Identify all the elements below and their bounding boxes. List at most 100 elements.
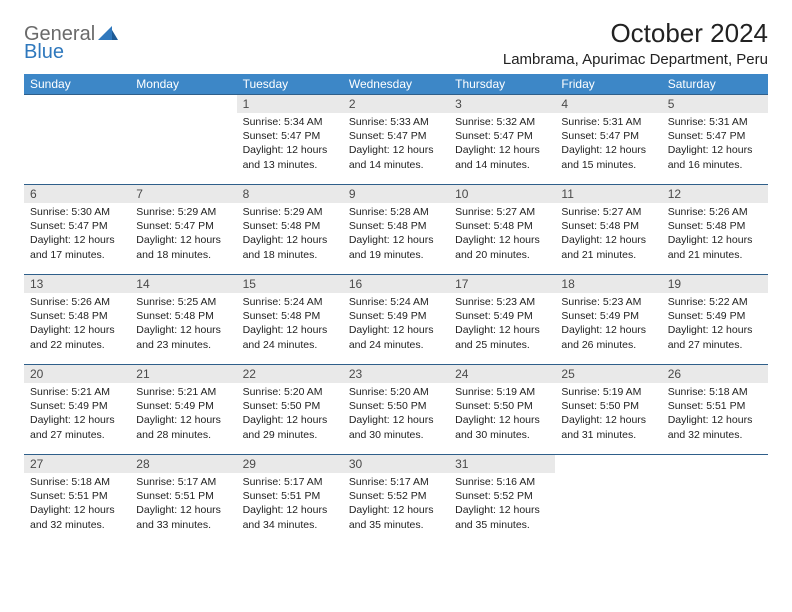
day-number: 28 bbox=[130, 455, 236, 473]
calendar-cell: 22Sunrise: 5:20 AMSunset: 5:50 PMDayligh… bbox=[237, 365, 343, 455]
sunrise-text: Sunrise: 5:17 AM bbox=[243, 475, 337, 489]
sunset-text: Sunset: 5:47 PM bbox=[668, 129, 762, 143]
sunrise-text: Sunrise: 5:26 AM bbox=[30, 295, 124, 309]
daylight-text: and 29 minutes. bbox=[243, 428, 337, 442]
sunset-text: Sunset: 5:51 PM bbox=[136, 489, 230, 503]
day-details: Sunrise: 5:18 AMSunset: 5:51 PMDaylight:… bbox=[24, 473, 130, 536]
sunset-text: Sunset: 5:50 PM bbox=[349, 399, 443, 413]
calendar-week-row: 6Sunrise: 5:30 AMSunset: 5:47 PMDaylight… bbox=[24, 185, 768, 275]
daylight-text: and 28 minutes. bbox=[136, 428, 230, 442]
day-details: Sunrise: 5:17 AMSunset: 5:51 PMDaylight:… bbox=[130, 473, 236, 536]
day-header-row: Sunday Monday Tuesday Wednesday Thursday… bbox=[24, 74, 768, 95]
daylight-text: Daylight: 12 hours bbox=[243, 143, 337, 157]
day-details: Sunrise: 5:27 AMSunset: 5:48 PMDaylight:… bbox=[449, 203, 555, 266]
sunrise-text: Sunrise: 5:19 AM bbox=[455, 385, 549, 399]
day-details: Sunrise: 5:19 AMSunset: 5:50 PMDaylight:… bbox=[449, 383, 555, 446]
calendar-cell: 16Sunrise: 5:24 AMSunset: 5:49 PMDayligh… bbox=[343, 275, 449, 365]
sunrise-text: Sunrise: 5:27 AM bbox=[455, 205, 549, 219]
calendar-cell: 1Sunrise: 5:34 AMSunset: 5:47 PMDaylight… bbox=[237, 95, 343, 185]
sunrise-text: Sunrise: 5:16 AM bbox=[455, 475, 549, 489]
sunset-text: Sunset: 5:47 PM bbox=[561, 129, 655, 143]
daylight-text: Daylight: 12 hours bbox=[668, 233, 762, 247]
logo-mark-icon bbox=[98, 24, 118, 44]
sunset-text: Sunset: 5:50 PM bbox=[455, 399, 549, 413]
sunset-text: Sunset: 5:48 PM bbox=[243, 309, 337, 323]
daylight-text: Daylight: 12 hours bbox=[455, 503, 549, 517]
daylight-text: and 23 minutes. bbox=[136, 338, 230, 352]
sunrise-text: Sunrise: 5:31 AM bbox=[561, 115, 655, 129]
sunset-text: Sunset: 5:48 PM bbox=[136, 309, 230, 323]
sunrise-text: Sunrise: 5:25 AM bbox=[136, 295, 230, 309]
sunset-text: Sunset: 5:48 PM bbox=[455, 219, 549, 233]
calendar-cell: 28Sunrise: 5:17 AMSunset: 5:51 PMDayligh… bbox=[130, 455, 236, 545]
day-details: Sunrise: 5:33 AMSunset: 5:47 PMDaylight:… bbox=[343, 113, 449, 176]
day-header: Friday bbox=[555, 74, 661, 95]
daylight-text: and 27 minutes. bbox=[30, 428, 124, 442]
day-number: 21 bbox=[130, 365, 236, 383]
calendar-cell: 14Sunrise: 5:25 AMSunset: 5:48 PMDayligh… bbox=[130, 275, 236, 365]
day-number: 12 bbox=[662, 185, 768, 203]
day-number: 19 bbox=[662, 275, 768, 293]
sunrise-text: Sunrise: 5:22 AM bbox=[668, 295, 762, 309]
daylight-text: Daylight: 12 hours bbox=[668, 323, 762, 337]
daylight-text: and 22 minutes. bbox=[30, 338, 124, 352]
calendar-cell: 30Sunrise: 5:17 AMSunset: 5:52 PMDayligh… bbox=[343, 455, 449, 545]
day-number: 9 bbox=[343, 185, 449, 203]
sunset-text: Sunset: 5:48 PM bbox=[243, 219, 337, 233]
calendar-cell: 18Sunrise: 5:23 AMSunset: 5:49 PMDayligh… bbox=[555, 275, 661, 365]
daylight-text: Daylight: 12 hours bbox=[349, 323, 443, 337]
day-header: Monday bbox=[130, 74, 236, 95]
day-number: 6 bbox=[24, 185, 130, 203]
day-details: Sunrise: 5:31 AMSunset: 5:47 PMDaylight:… bbox=[555, 113, 661, 176]
day-number: 5 bbox=[662, 95, 768, 113]
daylight-text: and 18 minutes. bbox=[243, 248, 337, 262]
daylight-text: Daylight: 12 hours bbox=[136, 413, 230, 427]
day-details: Sunrise: 5:24 AMSunset: 5:49 PMDaylight:… bbox=[343, 293, 449, 356]
day-header: Wednesday bbox=[343, 74, 449, 95]
day-details: Sunrise: 5:16 AMSunset: 5:52 PMDaylight:… bbox=[449, 473, 555, 536]
daylight-text: and 14 minutes. bbox=[455, 158, 549, 172]
day-header: Tuesday bbox=[237, 74, 343, 95]
calendar-cell: 21Sunrise: 5:21 AMSunset: 5:49 PMDayligh… bbox=[130, 365, 236, 455]
daylight-text: Daylight: 12 hours bbox=[349, 233, 443, 247]
sunrise-text: Sunrise: 5:19 AM bbox=[561, 385, 655, 399]
daylight-text: Daylight: 12 hours bbox=[455, 143, 549, 157]
sunset-text: Sunset: 5:49 PM bbox=[136, 399, 230, 413]
day-number: 17 bbox=[449, 275, 555, 293]
day-details: Sunrise: 5:31 AMSunset: 5:47 PMDaylight:… bbox=[662, 113, 768, 176]
daylight-text: and 24 minutes. bbox=[243, 338, 337, 352]
day-details: Sunrise: 5:34 AMSunset: 5:47 PMDaylight:… bbox=[237, 113, 343, 176]
daylight-text: Daylight: 12 hours bbox=[136, 323, 230, 337]
daylight-text: and 13 minutes. bbox=[243, 158, 337, 172]
calendar-table: Sunday Monday Tuesday Wednesday Thursday… bbox=[24, 74, 768, 545]
calendar-cell: 8Sunrise: 5:29 AMSunset: 5:48 PMDaylight… bbox=[237, 185, 343, 275]
daylight-text: and 34 minutes. bbox=[243, 518, 337, 532]
daylight-text: and 32 minutes. bbox=[668, 428, 762, 442]
day-number: 15 bbox=[237, 275, 343, 293]
day-details: Sunrise: 5:26 AMSunset: 5:48 PMDaylight:… bbox=[662, 203, 768, 266]
calendar-cell: 4Sunrise: 5:31 AMSunset: 5:47 PMDaylight… bbox=[555, 95, 661, 185]
sunrise-text: Sunrise: 5:17 AM bbox=[349, 475, 443, 489]
sunset-text: Sunset: 5:48 PM bbox=[349, 219, 443, 233]
sunset-text: Sunset: 5:48 PM bbox=[668, 219, 762, 233]
daylight-text: and 30 minutes. bbox=[455, 428, 549, 442]
day-header: Sunday bbox=[24, 74, 130, 95]
sunset-text: Sunset: 5:50 PM bbox=[561, 399, 655, 413]
daylight-text: Daylight: 12 hours bbox=[136, 233, 230, 247]
calendar-cell: 6Sunrise: 5:30 AMSunset: 5:47 PMDaylight… bbox=[24, 185, 130, 275]
calendar-cell: 12Sunrise: 5:26 AMSunset: 5:48 PMDayligh… bbox=[662, 185, 768, 275]
daylight-text: and 27 minutes. bbox=[668, 338, 762, 352]
day-number: 30 bbox=[343, 455, 449, 473]
sunrise-text: Sunrise: 5:32 AM bbox=[455, 115, 549, 129]
daylight-text: Daylight: 12 hours bbox=[243, 413, 337, 427]
day-details: Sunrise: 5:19 AMSunset: 5:50 PMDaylight:… bbox=[555, 383, 661, 446]
calendar-week-row: 27Sunrise: 5:18 AMSunset: 5:51 PMDayligh… bbox=[24, 455, 768, 545]
daylight-text: Daylight: 12 hours bbox=[30, 503, 124, 517]
calendar-cell: 10Sunrise: 5:27 AMSunset: 5:48 PMDayligh… bbox=[449, 185, 555, 275]
daylight-text: Daylight: 12 hours bbox=[349, 503, 443, 517]
sunset-text: Sunset: 5:51 PM bbox=[30, 489, 124, 503]
calendar-cell: 23Sunrise: 5:20 AMSunset: 5:50 PMDayligh… bbox=[343, 365, 449, 455]
sunrise-text: Sunrise: 5:21 AM bbox=[30, 385, 124, 399]
sunrise-text: Sunrise: 5:28 AM bbox=[349, 205, 443, 219]
day-number: 3 bbox=[449, 95, 555, 113]
